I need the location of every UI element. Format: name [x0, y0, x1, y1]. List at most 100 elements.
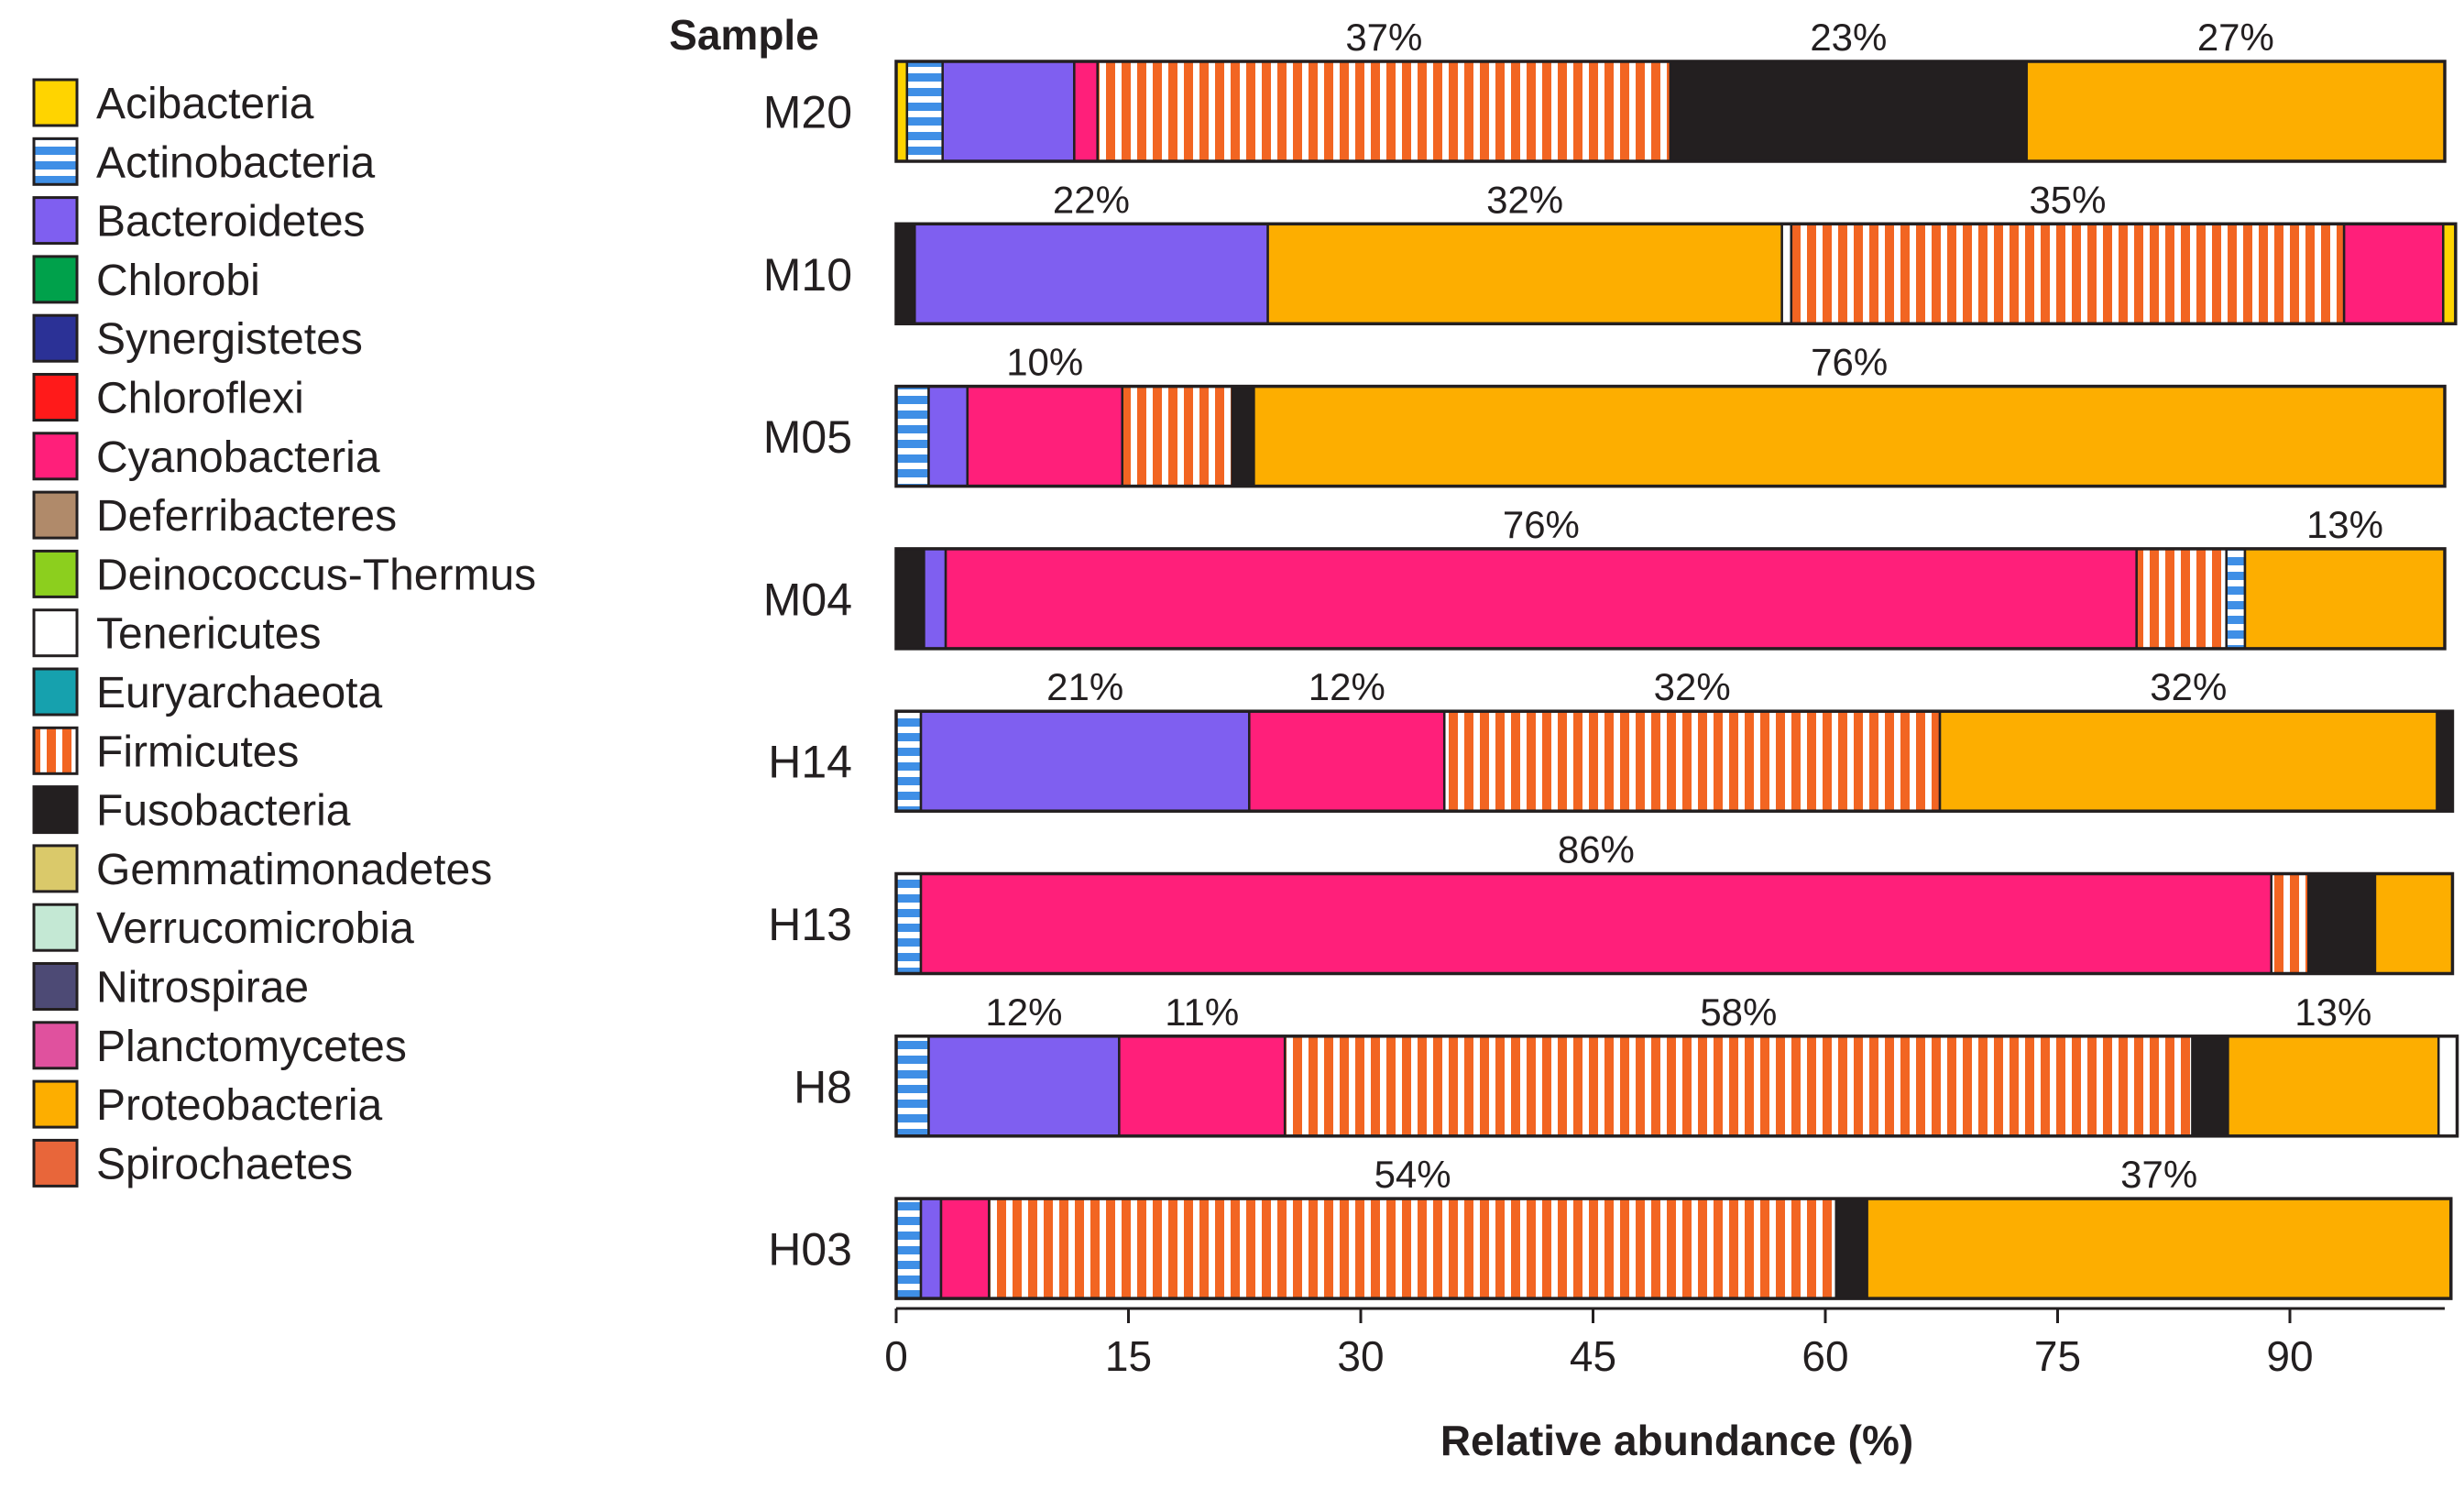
bars-area: M20 37% 23% 27% M10 22% 32% 35% M05 10% 76% M04 76% 1… [763, 16, 2459, 1300]
legend-item-chlorobi: Chlorobi [32, 255, 260, 305]
bar-segment-h03-cyanobacteria [939, 1197, 991, 1300]
legend-label: Synergistetes [96, 315, 363, 364]
data-label: 32% [1654, 665, 1731, 708]
bar-segment-m10-fusobacteria [894, 223, 916, 325]
legend-swatch-synergistetes [32, 313, 79, 363]
legend-swatch-euryarchaeota [32, 667, 79, 717]
bar-outline [894, 1035, 2459, 1138]
bar-segment-h14-firmicutes [1443, 709, 1942, 813]
data-label: 58% [1700, 991, 1777, 1034]
data-label: 13% [2306, 503, 2383, 546]
bar-segment-m20-actinobacteria [905, 60, 944, 163]
x-tick-label: 30 [1337, 1332, 1384, 1380]
bar-segment-h8-firmicutes [1283, 1035, 2194, 1138]
legend: Acibacteria Actinobacteria Bacteroidetes Ch… [32, 78, 536, 1188]
bar-segment-h8-bacteroidetes [927, 1035, 1121, 1138]
bar-outline [894, 1197, 2453, 1300]
bar-segment-h14-cyanobacteria [1248, 709, 1446, 813]
data-label: 27% [2197, 16, 2274, 59]
bar-segment-m20-acibacteria [894, 60, 909, 163]
data-label: 37% [2120, 1153, 2197, 1196]
sample-label: M04 [763, 574, 852, 625]
legend-label: Gemmatimonadetes [96, 846, 492, 894]
legend-label: Spirochaetes [96, 1140, 353, 1188]
legend-label: Nitrospirae [96, 964, 309, 1013]
legend-swatch-chlorobi [32, 255, 79, 304]
sample-axis-title: Sample [669, 11, 819, 59]
bar-h8: H8 12% 11% 58% 13% [794, 991, 2459, 1138]
bar-outline [894, 60, 2447, 163]
legend-swatch-gemmatimonadetes [32, 844, 79, 893]
bar-segment-h03-bacteroidetes [919, 1197, 943, 1300]
data-label: 54% [1374, 1153, 1451, 1196]
bar-segment-h8-proteobacteria [2227, 1035, 2440, 1138]
legend-label: Cyanobacteria [96, 433, 380, 482]
data-label: 76% [1811, 341, 1888, 384]
bar-segment-h14-fusobacteria [2436, 709, 2454, 813]
legend-label: Verrucomicrobia [96, 904, 414, 953]
data-label: 32% [1486, 178, 1563, 221]
bar-segment-h03-firmicutes [988, 1197, 1838, 1300]
x-tick-label: 15 [1105, 1332, 1152, 1380]
bar-segment-m10-firmicutes [1790, 223, 2346, 325]
legend-item-actinobacteria: Actinobacteria [32, 137, 375, 187]
legend-label: Chloroflexi [96, 375, 304, 423]
bar-segment-m05-firmicutes [1121, 385, 1233, 487]
legend-item-verrucomicrobia: Verrucomicrobia [32, 903, 414, 953]
legend-item-bacteroidetes: Bacteroidetes [32, 196, 366, 246]
legend-swatch-spirochaetes [32, 1138, 79, 1188]
sample-label: H14 [768, 737, 852, 788]
legend-swatch-deferribacteres [32, 490, 79, 540]
legend-item-spirochaetes: Spirochaetes [32, 1138, 353, 1188]
legend-item-firmicutes: Firmicutes [32, 726, 299, 776]
data-label: 23% [1810, 16, 1887, 59]
bar-segment-m20-fusobacteria [1669, 60, 2028, 163]
x-tick-label: 75 [2034, 1332, 2081, 1380]
x-tick-label: 45 [1570, 1332, 1616, 1380]
legend-label: Proteobacteria [96, 1081, 382, 1130]
legend-swatch-bacteroidetes [32, 196, 79, 246]
bar-h14: H14 21% 12% 32% 32% [768, 665, 2455, 813]
bar-segment-m04-cyanobacteria [944, 547, 2138, 651]
legend-item-cyanobacteria: Cyanobacteria [32, 432, 380, 482]
data-label: 32% [2150, 665, 2227, 708]
legend-label: Deinococcus-Thermus [96, 551, 536, 599]
bar-segment-m10-cyanobacteria [2342, 223, 2445, 325]
data-label: 76% [1503, 503, 1580, 546]
data-label: 22% [1053, 178, 1130, 221]
legend-label: Tenericutes [96, 610, 321, 659]
sample-label: H13 [768, 899, 852, 950]
legend-item-deinococcus-thermus: Deinococcus-Thermus [32, 549, 536, 599]
bar-segment-m04-fusobacteria [894, 547, 925, 651]
x-tick-label: 0 [884, 1332, 908, 1380]
bar-m10: M10 22% 32% 35% [763, 178, 2458, 326]
sample-label: H8 [794, 1061, 852, 1112]
bar-segment-m04-bacteroidetes [923, 547, 947, 651]
data-label: 13% [2294, 991, 2371, 1034]
legend-item-euryarchaeota: Euryarchaeota [32, 667, 382, 717]
bar-h13: H13 86% [768, 828, 2455, 976]
legend-swatch-cyanobacteria [32, 432, 79, 481]
bar-segment-m20-bacteroidetes [941, 60, 1076, 163]
bar-h03: H03 54% 37% [768, 1153, 2453, 1300]
bar-segment-m05-proteobacteria [1253, 385, 2447, 487]
legend-swatch-verrucomicrobia [32, 903, 79, 952]
data-label: 12% [1309, 665, 1385, 708]
bar-m05: M05 10% 76% [763, 341, 2447, 488]
legend-label: Euryarchaeota [96, 669, 382, 717]
bar-m04: M04 76% 13% [763, 503, 2447, 651]
bar-outline [894, 384, 2447, 488]
legend-swatch-tenericutes [32, 608, 79, 658]
legend-swatch-chloroflexi [32, 373, 79, 422]
bar-segment-h13-fusobacteria [2307, 872, 2377, 975]
bar-outline [894, 871, 2455, 976]
sample-label: M20 [763, 87, 852, 138]
legend-swatch-planctomycetes [32, 1021, 79, 1070]
x-axis-title: Relative abundance (%) [1440, 1417, 1913, 1464]
bar-segment-m10-tenericutes [1780, 223, 1793, 325]
bar-segment-h8-cyanobacteria [1118, 1035, 1287, 1138]
legend-swatch-deinococcus-thermus [32, 549, 79, 598]
legend-item-proteobacteria: Proteobacteria [32, 1079, 382, 1130]
bar-outline [894, 222, 2458, 326]
legend-item-chloroflexi: Chloroflexi [32, 373, 304, 423]
